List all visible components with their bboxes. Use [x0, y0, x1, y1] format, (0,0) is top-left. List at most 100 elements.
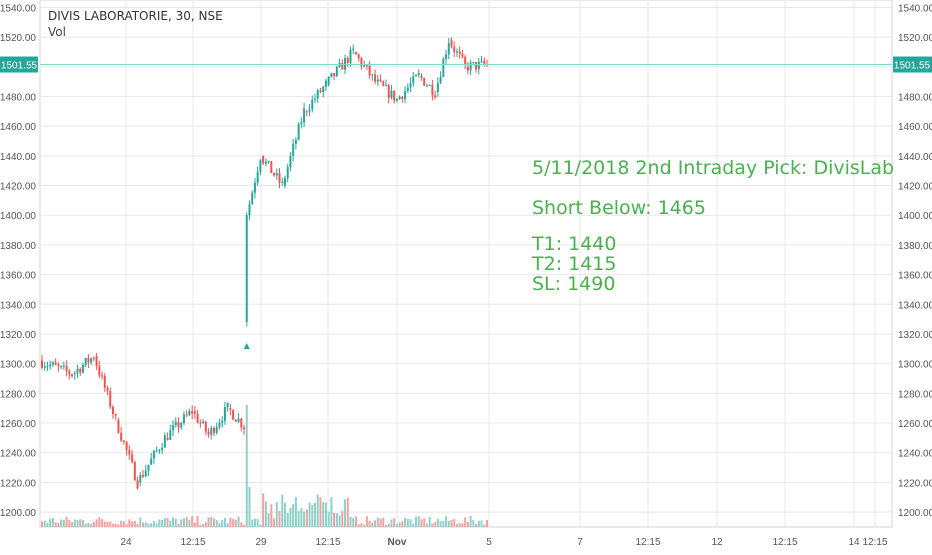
x-tick-label: 12:15	[180, 537, 205, 548]
volume-bar	[344, 499, 347, 527]
volume-bar	[215, 520, 218, 527]
candle-body	[144, 470, 147, 477]
volume-bar	[273, 518, 276, 527]
candle-body	[300, 122, 303, 125]
candle-body	[259, 160, 262, 172]
volume-bar	[90, 523, 93, 527]
candle-body	[60, 365, 63, 367]
volume-bar	[49, 518, 52, 527]
candle-body	[442, 59, 445, 78]
volume-bar	[346, 497, 349, 527]
candle-body	[289, 155, 292, 168]
candle-body	[450, 40, 453, 47]
y-tick-label-left: 1380.00	[0, 241, 36, 252]
volume-bar	[111, 523, 114, 527]
volume-bar	[41, 521, 43, 527]
volume-bar	[106, 521, 109, 527]
candle-body	[420, 75, 423, 78]
y-tick-label-left: 1360.00	[0, 271, 36, 282]
annotation-t2: T2: 1415	[532, 253, 617, 275]
volume-bar	[188, 519, 191, 527]
volume-bar	[483, 524, 486, 527]
candle-body	[136, 480, 139, 489]
annotation-short: Short Below: 1465	[532, 197, 706, 219]
candle-body	[65, 365, 68, 371]
candle-body	[79, 368, 82, 373]
volume-bar	[360, 523, 363, 527]
symbol-title: DIVIS LABORATORIE, 30, NSE	[48, 9, 223, 23]
volume-bar	[354, 516, 357, 527]
volume-bar	[128, 519, 131, 527]
candle-body	[324, 80, 327, 87]
volume-bar	[182, 518, 185, 527]
candle-body	[76, 368, 79, 373]
candle-body	[469, 62, 472, 71]
volume-bar	[245, 405, 248, 527]
annotation-sl: SL: 1490	[532, 273, 616, 295]
candle-body	[273, 172, 276, 176]
volume-bar	[81, 519, 84, 527]
volume-bar	[278, 510, 281, 527]
candle-body	[182, 414, 185, 424]
candle-body	[384, 85, 387, 87]
volume-bar	[101, 519, 104, 527]
candle-body	[253, 182, 256, 193]
volume-bar	[251, 519, 254, 527]
y-tick-label-right: 1380.00	[898, 241, 932, 252]
candle-body	[455, 51, 458, 53]
volume-bar	[387, 523, 390, 527]
volume-bar	[240, 522, 243, 527]
candle-body	[322, 86, 325, 93]
candle-body	[398, 96, 401, 100]
volume-bar	[475, 523, 478, 527]
volume-bar	[447, 520, 450, 527]
annotation-title: 5/11/2018 2nd Intraday Pick: DivisLab	[532, 157, 895, 179]
volume-bar	[286, 512, 289, 527]
volume-bar	[376, 517, 379, 527]
volume-bar	[185, 516, 188, 527]
y-tick-label-right: 1240.00	[898, 449, 932, 460]
x-tick-label: 7	[577, 537, 583, 548]
candle-body	[283, 178, 286, 186]
volume-bar	[193, 522, 196, 527]
volume-bar	[455, 524, 458, 527]
candle-body	[49, 364, 52, 367]
volume-bar	[314, 502, 317, 527]
candle-body	[311, 99, 314, 110]
candle-body	[212, 428, 215, 433]
volume-bar	[54, 522, 57, 527]
candle-body	[68, 370, 71, 375]
candle-body	[349, 49, 352, 63]
y-tick-label-right: 1420.00	[898, 182, 932, 193]
candle-body	[264, 161, 267, 164]
volume-bar	[150, 523, 153, 527]
candle-body	[215, 426, 218, 433]
volume-bar	[428, 516, 431, 527]
volume-bar	[292, 504, 295, 527]
volume-bar	[234, 519, 237, 527]
candle-body	[218, 422, 221, 427]
volume-bar	[218, 522, 221, 527]
volume-bar	[243, 524, 246, 527]
volume-bar	[103, 521, 106, 527]
last-price-tag-left	[0, 56, 38, 73]
candle-body	[376, 79, 379, 82]
candle-body	[90, 358, 93, 363]
volume-bar	[139, 517, 142, 527]
volume-bar	[415, 516, 418, 527]
buy-arrow-marker	[243, 342, 250, 349]
candle-body	[196, 413, 199, 423]
candle-body	[483, 60, 486, 65]
candle-body	[163, 435, 166, 448]
last-price-label-left: 1501.55	[1, 61, 38, 72]
candle-body	[423, 77, 426, 86]
candle-body	[262, 155, 265, 164]
candle-body	[412, 76, 415, 84]
y-tick-label-right: 1540.00	[898, 3, 932, 14]
candle-body	[95, 356, 98, 367]
candle-body	[409, 83, 412, 88]
volume-bar	[199, 524, 202, 527]
candle-body	[303, 108, 306, 123]
